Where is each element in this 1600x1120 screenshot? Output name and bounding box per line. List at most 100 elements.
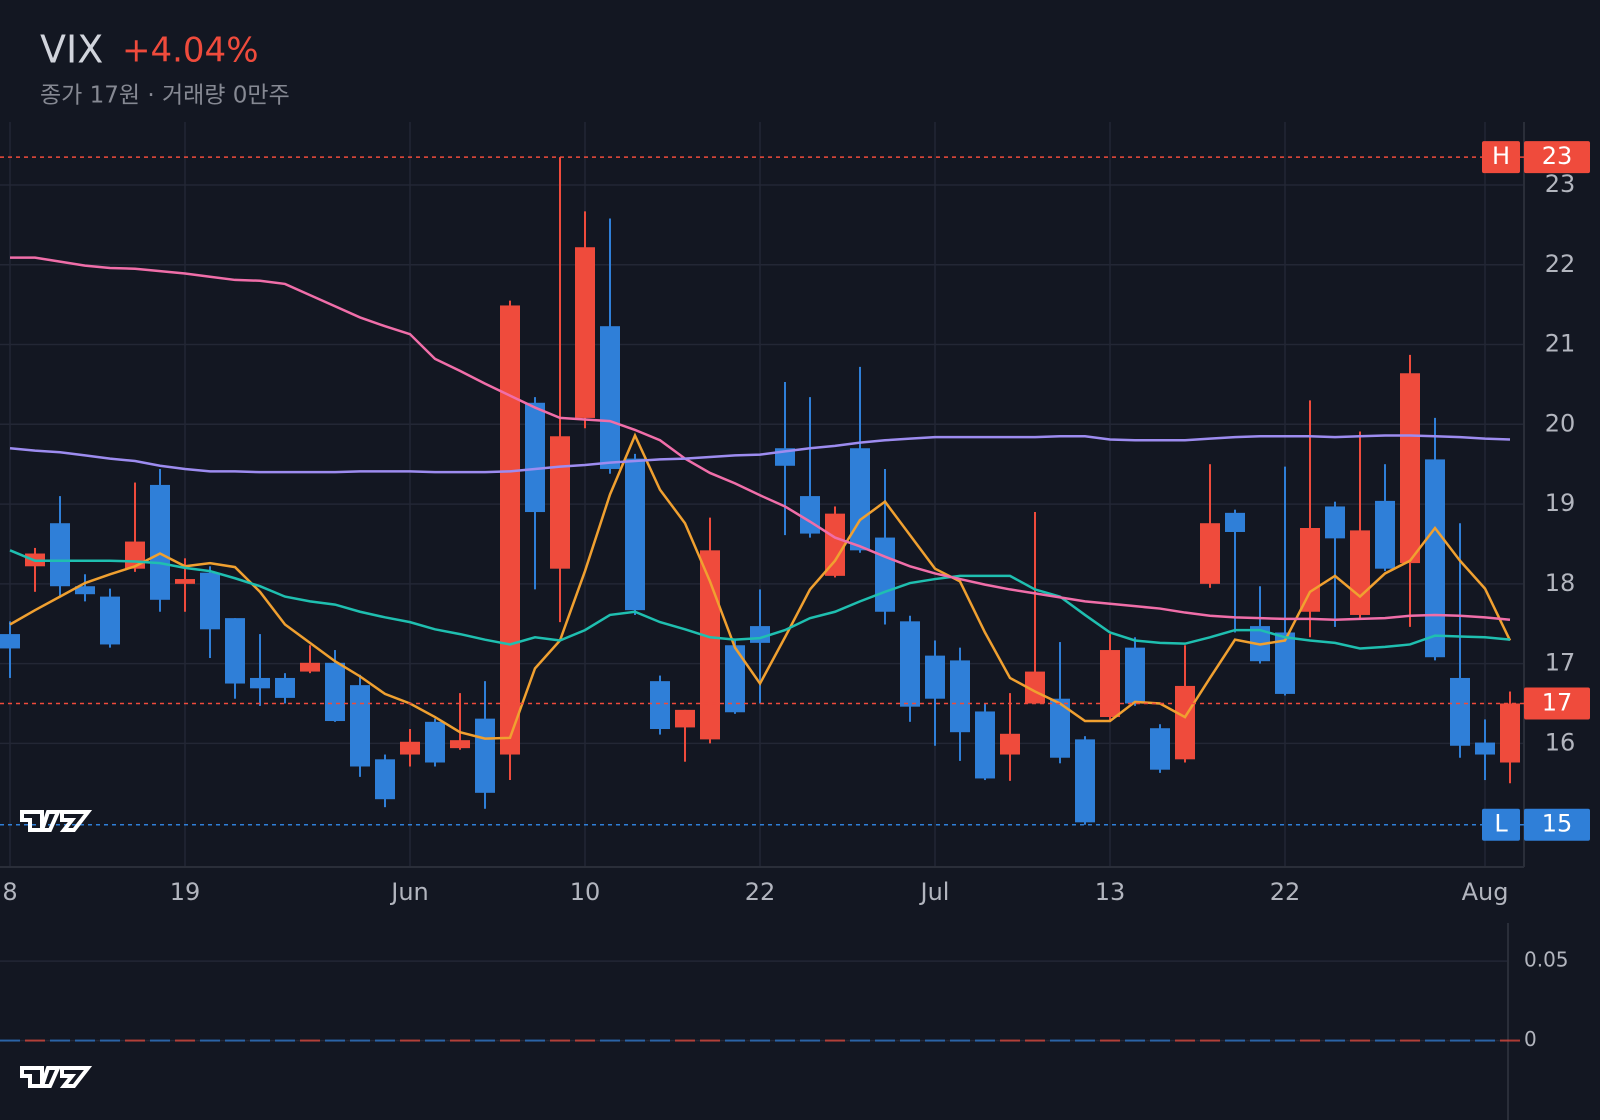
volume-bar (175, 1039, 195, 1042)
candle-body (1450, 677, 1470, 746)
volume-tick-label: 0.05 (1524, 948, 1569, 972)
marker-letter: H (1492, 142, 1510, 170)
marker-value-box (1524, 808, 1590, 841)
volume-bar (975, 1039, 995, 1042)
candle-body (900, 621, 920, 707)
candle-body (1400, 373, 1420, 564)
volume-bar (1425, 1039, 1445, 1042)
marker-value-box (1524, 141, 1590, 174)
symbol: VIX (40, 28, 103, 72)
volume-bar (700, 1039, 720, 1042)
candle-body (975, 711, 995, 779)
marks (0, 157, 1520, 1042)
volume-bar (375, 1039, 395, 1042)
marker-value: 23 (1542, 142, 1573, 170)
volume-bar (1500, 1039, 1520, 1042)
volume-bar (525, 1039, 545, 1042)
labels: 16 17 18 19 20 21 22 23 8 19 Jun 10 22 Jul 13 22 Aug 0.05… (0, 141, 1590, 1051)
volume-bar (1050, 1039, 1070, 1042)
volume-bar (925, 1039, 945, 1042)
candle-body (300, 662, 320, 672)
x-tick-label: 13 (1095, 878, 1126, 906)
volume-bar (150, 1039, 170, 1042)
candle-body (1100, 650, 1120, 718)
candle-body (950, 660, 970, 733)
volume-bar (1400, 1039, 1420, 1042)
candle-body (1475, 742, 1495, 755)
volume-bar (1000, 1039, 1020, 1042)
candle-body (325, 662, 345, 722)
candle-body (150, 484, 170, 600)
candle-body (750, 626, 770, 643)
y-tick-label: 17 (1545, 649, 1576, 677)
volume-bar (900, 1039, 920, 1042)
volume-bar (1225, 1039, 1245, 1042)
volume-bar (1325, 1039, 1345, 1042)
candle-body (575, 247, 595, 418)
candle-body (50, 523, 70, 587)
volume-bar (1100, 1039, 1120, 1042)
candle-body (125, 541, 145, 569)
volume-bar (1250, 1039, 1270, 1042)
volume-bar (650, 1039, 670, 1042)
candle-body (800, 496, 820, 534)
marker-letter-box (1482, 808, 1520, 841)
marker-value: 17 (1542, 688, 1573, 716)
candle-body (1050, 698, 1070, 758)
y-tick-label: 16 (1545, 728, 1576, 756)
y-tick-label: 18 (1545, 569, 1576, 597)
volume-bar (50, 1039, 70, 1042)
candle-body (475, 718, 495, 793)
candle-body (600, 326, 620, 469)
volume-bar (350, 1039, 370, 1042)
candle-body (1150, 728, 1170, 770)
candle-body (1425, 459, 1445, 658)
moving-average-line (9, 549, 1511, 650)
candle-body (875, 537, 895, 612)
volume-bar (550, 1039, 570, 1042)
y-tick-label: 21 (1545, 330, 1576, 358)
volume-bar (400, 1039, 420, 1042)
candle-body (1125, 647, 1145, 704)
subtitle: 종가 17원 · 거래량 0만주 (40, 83, 290, 109)
volume-bar (200, 1039, 220, 1042)
candle-body (200, 572, 220, 630)
volume-bar (1475, 1039, 1495, 1042)
candle-body (1225, 512, 1245, 532)
volume-bar (500, 1039, 520, 1042)
volume-bar (950, 1039, 970, 1042)
y-tick-label: 20 (1545, 409, 1576, 437)
volume-bar (1075, 1039, 1095, 1042)
candle-body (725, 645, 745, 713)
candle-body (1175, 685, 1195, 760)
volume-bar (1125, 1039, 1145, 1042)
candle-body (350, 685, 370, 767)
candle-body (0, 634, 20, 649)
y-tick-label: 19 (1545, 489, 1576, 517)
candle-body (1500, 703, 1520, 763)
candle-body (1350, 530, 1370, 615)
candle-body (1200, 523, 1220, 584)
candle-body (850, 448, 870, 551)
marker-value-box (1524, 687, 1590, 720)
x-tick-label: Jul (919, 878, 950, 906)
candle-body (1075, 739, 1095, 823)
logo (20, 810, 93, 832)
volume-bar (800, 1039, 820, 1042)
x-tick-label: 8 (2, 878, 17, 906)
volume-bar (25, 1039, 45, 1042)
volume-bar (1200, 1039, 1220, 1042)
volume-bar (1275, 1039, 1295, 1042)
volume-bar (750, 1039, 770, 1042)
volume-bar (100, 1039, 120, 1042)
y-tick-label: 22 (1545, 250, 1576, 278)
volume-bar (125, 1039, 145, 1042)
volume-bar (225, 1039, 245, 1042)
candle-body (1000, 733, 1020, 755)
volume-bar (1175, 1039, 1195, 1042)
x-tick-label: 22 (1270, 878, 1301, 906)
candle-body (1025, 671, 1045, 704)
marker-value: 15 (1542, 810, 1573, 838)
y-tick-label: 23 (1545, 170, 1576, 198)
